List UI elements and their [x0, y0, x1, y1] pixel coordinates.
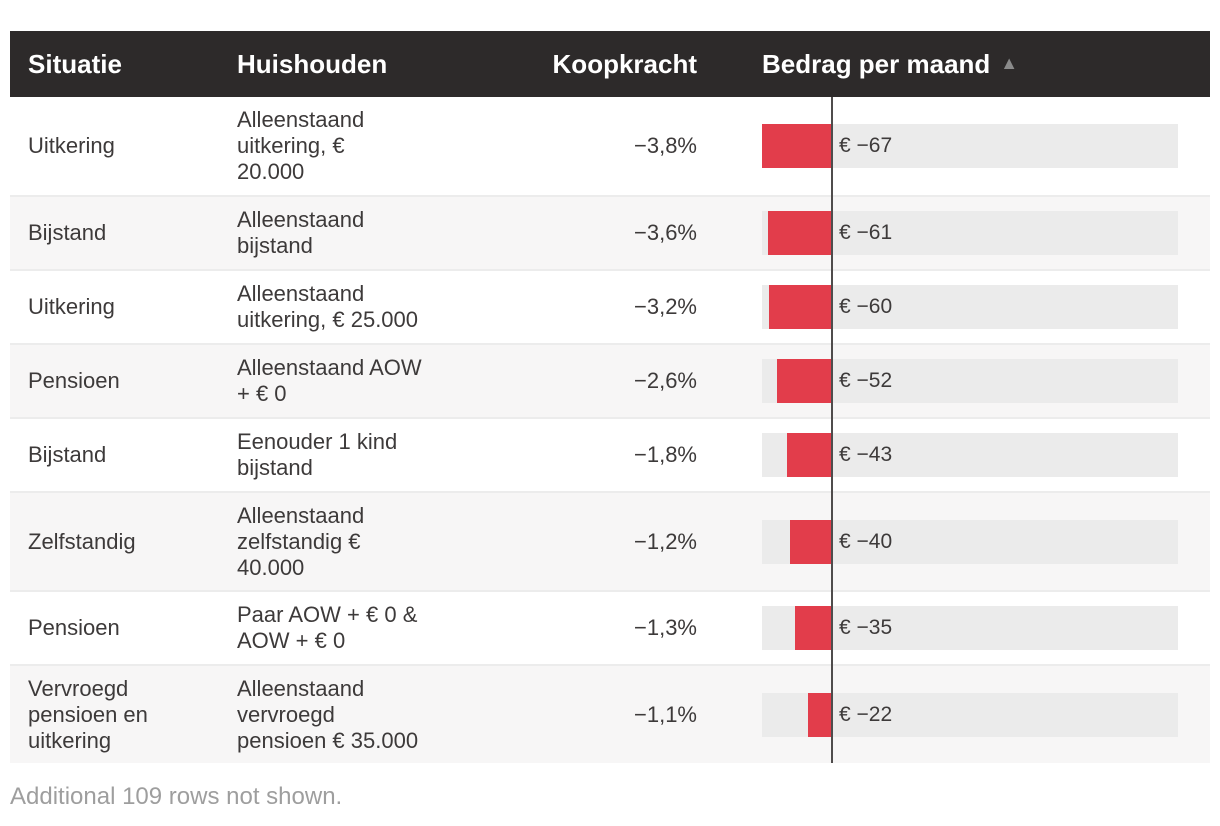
bedrag-bar-cell: € −22 [762, 692, 1178, 737]
table-row: Bijstand Eenouder 1 kind bijstand −1,8% … [10, 417, 1210, 491]
zero-axis-line [831, 97, 833, 763]
table-row: Pensioen Alleenstaand AOW + € 0 −2,6% € … [10, 343, 1210, 417]
table-row: Uitkering Alleenstaand uitkering, € 25.0… [10, 269, 1210, 343]
table-row: Uitkering Alleenstaand uitkering, € 20.0… [10, 97, 1210, 195]
huishouden-cell: Alleenstaand zelfstandig € 40.000 [237, 502, 365, 580]
situatie-cell: Bijstand [28, 220, 107, 245]
huishouden-cell: Alleenstaand uitkering, € 25.000 [237, 281, 419, 332]
bar-value-label: € −40 [839, 529, 893, 553]
negative-value-bar [769, 285, 831, 329]
column-header-situatie[interactable]: Situatie [28, 31, 198, 97]
koopkracht-cell: −3,6% [634, 220, 697, 245]
huishouden-cell: Paar AOW + € 0 & AOW + € 0 [237, 602, 418, 653]
koopkracht-cell: −3,2% [634, 294, 697, 319]
situatie-cell: Uitkering [28, 133, 115, 158]
bar-value-label: € −60 [839, 295, 893, 318]
bedrag-bar-cell: € −67 [762, 124, 1178, 168]
bar-value-label: € −35 [839, 616, 893, 639]
situatie-cell: Uitkering [28, 294, 115, 319]
column-header-label: Koopkracht [552, 48, 697, 79]
bedrag-bar-cell: € −61 [762, 211, 1178, 255]
table-row: Bijstand Alleenstaand bijstand −3,6% € −… [10, 195, 1210, 269]
situatie-cell: Pensioen [28, 368, 120, 393]
bedrag-bar-cell: € −43 [762, 433, 1178, 477]
bedrag-bar-cell: € −60 [762, 285, 1178, 329]
bedrag-bar-cell: € −35 [762, 606, 1178, 650]
negative-value-bar [768, 211, 831, 255]
bar-value-label: € −22 [839, 702, 893, 726]
bar-value-label: € −43 [839, 443, 893, 466]
situatie-cell: Pensioen [28, 615, 120, 640]
negative-value-bar [790, 519, 831, 564]
negative-value-bar [787, 433, 831, 477]
bar-value-label: € −52 [839, 369, 893, 392]
huishouden-cell: Alleenstaand vervroegd pensioen € 35.000 [237, 675, 419, 753]
situatie-cell: Bijstand [28, 442, 107, 467]
column-header-koopkracht[interactable]: Koopkracht [450, 31, 697, 97]
koopkracht-cell: −3,8% [634, 133, 697, 158]
huishouden-cell: Alleenstaand bijstand [237, 207, 365, 258]
huishouden-cell: Alleenstaand uitkering, € 20.000 [237, 107, 365, 184]
table-row: Pensioen Paar AOW + € 0 & AOW + € 0 −1,3… [10, 590, 1210, 664]
bedrag-bar-cell: € −52 [762, 359, 1178, 403]
column-header-label: Situatie [28, 48, 122, 79]
sort-ascending-icon[interactable]: ▲ [1000, 52, 1019, 73]
huishouden-cell: Eenouder 1 kind bijstand [237, 429, 398, 480]
situatie-cell: Zelfstandig [28, 528, 136, 554]
koopkracht-cell: −1,1% [634, 701, 697, 727]
koopkracht-cell: −1,3% [634, 615, 697, 640]
column-header-huishouden[interactable]: Huishouden [237, 31, 452, 97]
situatie-cell: Vervroegd pensioen en uitkering [28, 675, 148, 753]
koopkracht-cell: −1,8% [634, 442, 697, 467]
data-table: Situatie Huishouden Koopkracht Bedrag pe… [10, 31, 1210, 763]
column-header-label: Huishouden [237, 48, 388, 79]
negative-value-bar [795, 606, 831, 650]
koopkracht-cell: −2,6% [634, 368, 697, 393]
negative-value-bar [808, 692, 831, 737]
table-body: Uitkering Alleenstaand uitkering, € 20.0… [10, 97, 1210, 763]
negative-value-bar [762, 124, 831, 168]
table-row: Vervroegd pensioen en uitkering Alleenst… [10, 664, 1210, 763]
table-header-row: Situatie Huishouden Koopkracht Bedrag pe… [10, 31, 1210, 97]
bar-value-label: € −61 [839, 221, 893, 244]
column-header-bedrag-per-maand[interactable]: Bedrag per maand ▲ [762, 31, 1192, 97]
negative-value-bar [777, 359, 831, 403]
huishouden-cell: Alleenstaand AOW + € 0 [237, 355, 422, 406]
bar-value-label: € −67 [839, 134, 893, 157]
column-header-label: Bedrag per maand [762, 48, 991, 79]
bedrag-bar-cell: € −40 [762, 519, 1178, 564]
koopkracht-cell: −1,2% [634, 528, 697, 554]
footer-note: Additional 109 rows not shown. [10, 783, 343, 810]
table-row: Zelfstandig Alleenstaand zelfstandig € 4… [10, 491, 1210, 590]
